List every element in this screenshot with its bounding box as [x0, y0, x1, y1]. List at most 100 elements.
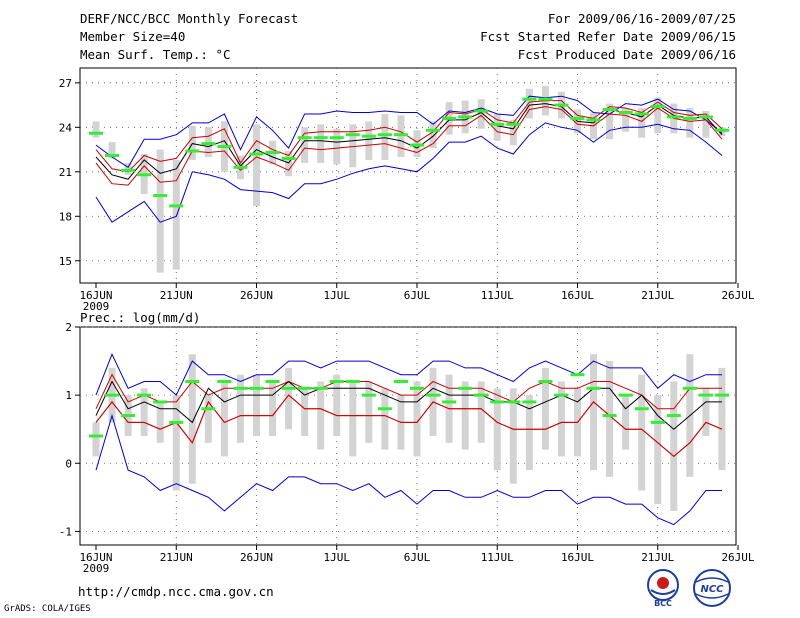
source-url[interactable]: http://cmdp.ncc.cma.gov.cn: [78, 584, 274, 599]
x-tick-label: 26JUL: [721, 289, 754, 302]
spread-box: [156, 401, 164, 443]
spread-box: [317, 124, 325, 163]
y-tick-label: 2: [65, 321, 72, 334]
y-tick-label: 27: [59, 77, 72, 90]
x-tick-label: 21JUN: [160, 551, 193, 564]
spread-box: [301, 127, 309, 163]
spread-box: [477, 99, 485, 129]
x-tick-label: 16JUL: [561, 551, 594, 564]
spread-box: [670, 381, 678, 511]
spread-box: [204, 395, 212, 443]
spread-box: [365, 121, 373, 160]
series-line-mean: [95, 380, 722, 430]
plot-frame: [79, 67, 737, 284]
header-period: For 2009/06/16-2009/07/25: [547, 11, 736, 26]
y-tick-label: 18: [59, 210, 72, 223]
panel-precipitation: -1 0 1 2 16JUN 21JUN 26JUN 1JUL 6JUL 11JUL 16JUL 21…: [59, 321, 755, 575]
spread-box: [525, 395, 533, 471]
spread-box: [477, 381, 485, 443]
spread-box: [220, 381, 228, 457]
series-line-sd_upper: [95, 373, 722, 410]
header-title: DERF/NCC/BCC Monthly Forecast: [80, 11, 299, 26]
spread-box: [590, 354, 598, 471]
spread-box: [702, 111, 710, 138]
spread-box: [188, 125, 196, 160]
x-tick-label: 26JUN: [240, 551, 273, 564]
bcc-logo: BCC: [647, 569, 679, 608]
spread-box: [333, 128, 341, 165]
y-tick-label: -1: [59, 525, 72, 538]
spread-box: [381, 388, 389, 450]
spread-box: [493, 113, 501, 141]
x-tick-label: 21JUL: [641, 551, 674, 564]
spread-box: [493, 388, 501, 471]
x-tick-label: 16JUL: [561, 289, 594, 302]
x-tick-label: 11JUL: [481, 551, 514, 564]
x-tick-label: 6JUL: [404, 551, 431, 564]
spread-box: [606, 103, 614, 140]
x-tick-label: 1JUL: [324, 551, 351, 564]
series-line-max: [95, 353, 722, 396]
x-tick-label: 21JUN: [160, 289, 193, 302]
spread-box: [509, 388, 517, 484]
spread-box: [236, 374, 244, 443]
spread-box: [381, 113, 389, 160]
spread-box: [285, 367, 293, 430]
x-tick-label: 16JUN: [79, 551, 112, 564]
ncc-logo-text: NCC: [700, 584, 724, 595]
spread-box: [172, 159, 180, 270]
spread-box: [140, 388, 148, 436]
x-tick-label: 16JUN: [79, 289, 112, 302]
plot-frame: [79, 326, 737, 546]
spread-box: [349, 124, 357, 168]
spread-box: [557, 381, 565, 457]
spread-box: [622, 395, 630, 450]
spread-box: [638, 374, 646, 491]
panel-temperature: 15 18 21 24 27 16JUN 21JUN 26JUN 1JUL 6JUL 11JUL 16…: [59, 67, 755, 313]
spread-box: [317, 381, 325, 450]
spread-box: [654, 97, 662, 134]
x-tick-label: 6JUL: [404, 289, 431, 302]
spread-box: [606, 361, 614, 477]
spread-box: [718, 367, 726, 471]
spread-box: [461, 381, 469, 450]
series-line-sd_lower2: [95, 394, 723, 458]
spread-box: [525, 88, 533, 119]
spread-box: [108, 142, 116, 159]
spread-box: [413, 381, 421, 457]
grads-credit: GrADS: COLA/IGES: [4, 604, 91, 614]
y-tick-label: 1: [65, 389, 72, 402]
series-line-min: [95, 413, 722, 526]
y-tick-label: 0: [65, 457, 72, 470]
spread-box: [686, 108, 694, 138]
spread-box: [172, 395, 180, 491]
header-start-date: Fcst Started Refer Date 2009/06/15: [480, 29, 736, 44]
series-line-sd_lower: [95, 106, 723, 186]
spread-box: [92, 121, 100, 138]
spread-box: [253, 124, 260, 206]
precip-panel-title: Prec.: log(mm/d): [80, 310, 200, 325]
header-produced-date: Fcst Produced Date 2009/06/16: [517, 47, 736, 62]
series-line-max: [95, 95, 723, 169]
spread-box: [269, 381, 277, 436]
spread-box: [188, 354, 196, 484]
series-line-min: [95, 122, 723, 223]
spread-box: [333, 374, 341, 436]
spread-box: [285, 151, 293, 177]
spread-box: [541, 367, 549, 450]
spread-box: [622, 108, 630, 132]
x-tick-label: 1JUL: [324, 289, 351, 302]
y-tick-label: 15: [59, 255, 72, 268]
spread-box: [253, 374, 260, 436]
spread-box: [156, 149, 164, 273]
spread-box: [509, 119, 517, 146]
header-member-size: Member Size=40: [80, 29, 186, 44]
series-line-sd_upper: [95, 100, 723, 173]
spread-box: [638, 108, 646, 138]
spread-box: [349, 381, 357, 457]
x-year-label: 2009: [83, 300, 110, 313]
spread-box: [429, 121, 437, 149]
bcc-logo-text: BCC: [654, 599, 672, 608]
spread-box: [92, 422, 100, 457]
